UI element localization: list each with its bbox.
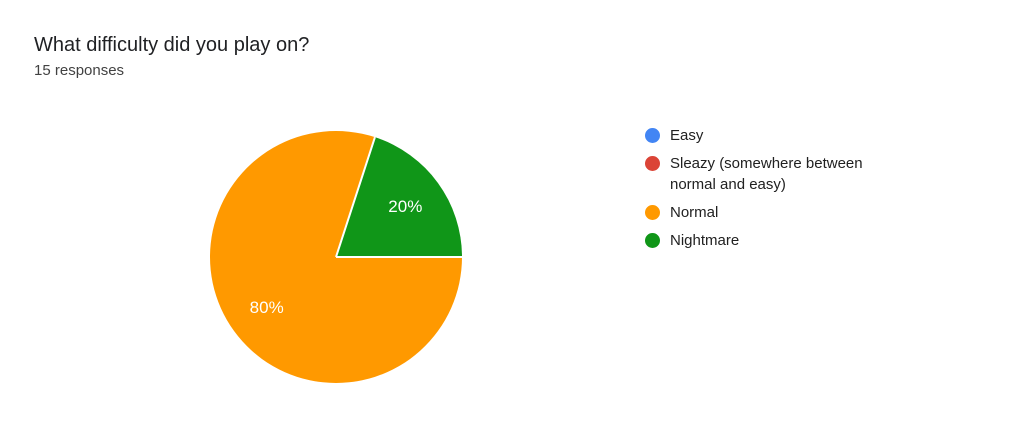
legend-color-dot — [645, 128, 660, 143]
slice-label-nightmare: 20% — [388, 197, 422, 216]
chart-legend: Easy Sleazy (somewhere between normal and… — [645, 125, 903, 258]
question-title: What difficulty did you play on? — [34, 34, 310, 56]
legend-item-normal: Normal — [645, 202, 903, 223]
legend-item-sleazy: Sleazy (somewhere between normal and eas… — [645, 153, 903, 195]
slice-label-normal: 80% — [250, 298, 284, 317]
legend-label: Easy — [670, 127, 704, 144]
pie-slice-nightmare[interactable] — [336, 137, 462, 257]
legend-label: Normal — [670, 204, 719, 221]
slice-separator — [335, 136, 376, 258]
legend-color-dot — [645, 233, 660, 248]
legend-color-dot — [645, 156, 660, 171]
legend-item-easy: Easy — [645, 125, 903, 146]
legend-color-dot — [645, 205, 660, 220]
legend-label: Sleazy (somewhere between normal and eas… — [670, 155, 863, 193]
legend-label: Nightmare — [670, 232, 740, 249]
response-count: 15 responses — [34, 62, 125, 79]
legend-item-nightmare: Nightmare — [645, 230, 903, 251]
